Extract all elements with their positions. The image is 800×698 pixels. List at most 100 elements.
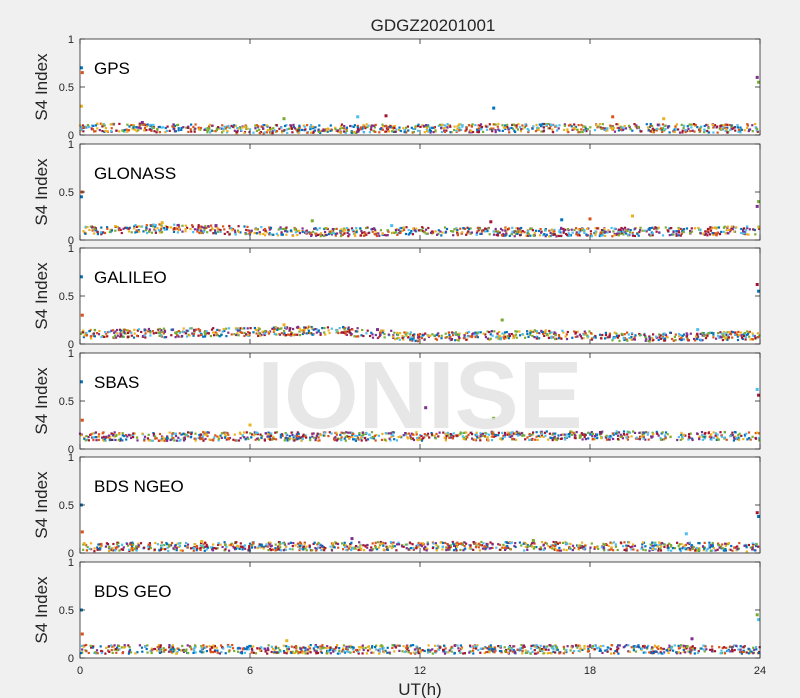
- data-dot: [412, 227, 415, 230]
- data-dot: [501, 332, 504, 335]
- data-dot: [175, 549, 178, 552]
- data-dot: [302, 545, 306, 548]
- data-dot: [190, 431, 193, 434]
- data-dot: [296, 230, 299, 233]
- data-dot: [448, 334, 451, 337]
- data-dot: [339, 235, 343, 238]
- data-dot: [538, 234, 542, 237]
- data-dot: [294, 227, 297, 230]
- data-point: [662, 117, 666, 121]
- data-dot: [360, 230, 363, 233]
- data-dot: [204, 127, 207, 130]
- data-dot: [202, 230, 205, 233]
- data-dot: [146, 545, 150, 548]
- data-dot: [368, 549, 371, 552]
- data-dot: [215, 127, 218, 130]
- data-dot: [391, 542, 394, 545]
- data-dot: [560, 234, 563, 237]
- data-dot: [202, 543, 205, 546]
- data-dot: [548, 329, 551, 333]
- y-tick-label: 1: [68, 348, 74, 360]
- data-dot: [583, 330, 586, 333]
- data-dot: [679, 644, 683, 647]
- data-dot: [352, 130, 356, 134]
- data-dot: [288, 333, 291, 336]
- data-dot: [476, 336, 479, 339]
- data-dot: [733, 644, 736, 647]
- data-dot: [547, 336, 550, 340]
- data-dot: [663, 339, 666, 342]
- data-dot: [474, 335, 477, 339]
- data-dot: [181, 230, 184, 233]
- data-dot: [141, 432, 144, 435]
- data-dot: [194, 543, 197, 546]
- data-dot: [372, 227, 376, 230]
- data-dot: [448, 548, 451, 551]
- data-point: [531, 539, 535, 542]
- data-point: [755, 204, 759, 208]
- data-dot: [712, 131, 715, 134]
- data-dot: [340, 431, 343, 434]
- data-dot: [521, 127, 524, 130]
- data-dot: [621, 232, 624, 235]
- data-dot: [642, 651, 645, 654]
- data-dot: [367, 231, 370, 235]
- data-cloud: [82, 540, 760, 553]
- data-dot: [515, 336, 518, 339]
- data-dot: [475, 431, 478, 434]
- data-dot: [312, 127, 315, 130]
- data-dot: [730, 330, 733, 333]
- data-dot: [241, 327, 244, 330]
- data-dot: [511, 434, 514, 437]
- data-dot: [298, 549, 301, 552]
- data-dot: [239, 432, 242, 435]
- data-dot: [137, 229, 140, 232]
- data-dot: [558, 541, 561, 544]
- data-dot: [204, 433, 207, 436]
- data-dot: [531, 334, 534, 338]
- data-dot: [750, 338, 753, 341]
- data-dot: [187, 431, 190, 434]
- data-dot: [378, 234, 381, 237]
- data-dot: [132, 128, 135, 131]
- data-point: [492, 106, 496, 110]
- data-dot: [171, 541, 174, 545]
- data-dot: [251, 544, 254, 547]
- data-dot: [594, 336, 597, 339]
- data-dot: [726, 131, 729, 134]
- data-dot: [338, 647, 341, 650]
- data-dot: [296, 129, 300, 132]
- data-dot: [274, 327, 277, 330]
- data-dot: [230, 124, 233, 127]
- data-dot: [354, 234, 357, 238]
- data-dot: [162, 126, 165, 129]
- data-dot: [615, 334, 619, 337]
- data-dot: [570, 228, 573, 231]
- data-dot: [338, 327, 341, 330]
- data-dot: [328, 233, 331, 236]
- data-dot: [578, 436, 581, 439]
- data-dot: [514, 333, 518, 336]
- data-dot: [746, 438, 749, 441]
- data-dot: [479, 232, 482, 235]
- data-dot: [531, 545, 534, 548]
- data-dot: [245, 127, 248, 130]
- data-dot: [714, 432, 717, 435]
- data-dot: [280, 233, 283, 236]
- data-dot: [369, 124, 373, 127]
- data-dot: [96, 546, 99, 549]
- data-dot: [395, 128, 398, 131]
- data-dot: [630, 548, 633, 551]
- data-dot: [198, 434, 201, 437]
- data-dot: [702, 549, 705, 552]
- data-dot: [600, 337, 603, 340]
- data-dot: [532, 431, 535, 434]
- data-dot: [566, 330, 569, 334]
- data-dot: [164, 131, 167, 134]
- data-dot: [315, 549, 318, 552]
- data-dot: [309, 644, 312, 647]
- data-dot: [154, 229, 157, 232]
- data-dot: [543, 233, 546, 236]
- data-dot: [576, 545, 580, 548]
- data-dot: [706, 129, 709, 133]
